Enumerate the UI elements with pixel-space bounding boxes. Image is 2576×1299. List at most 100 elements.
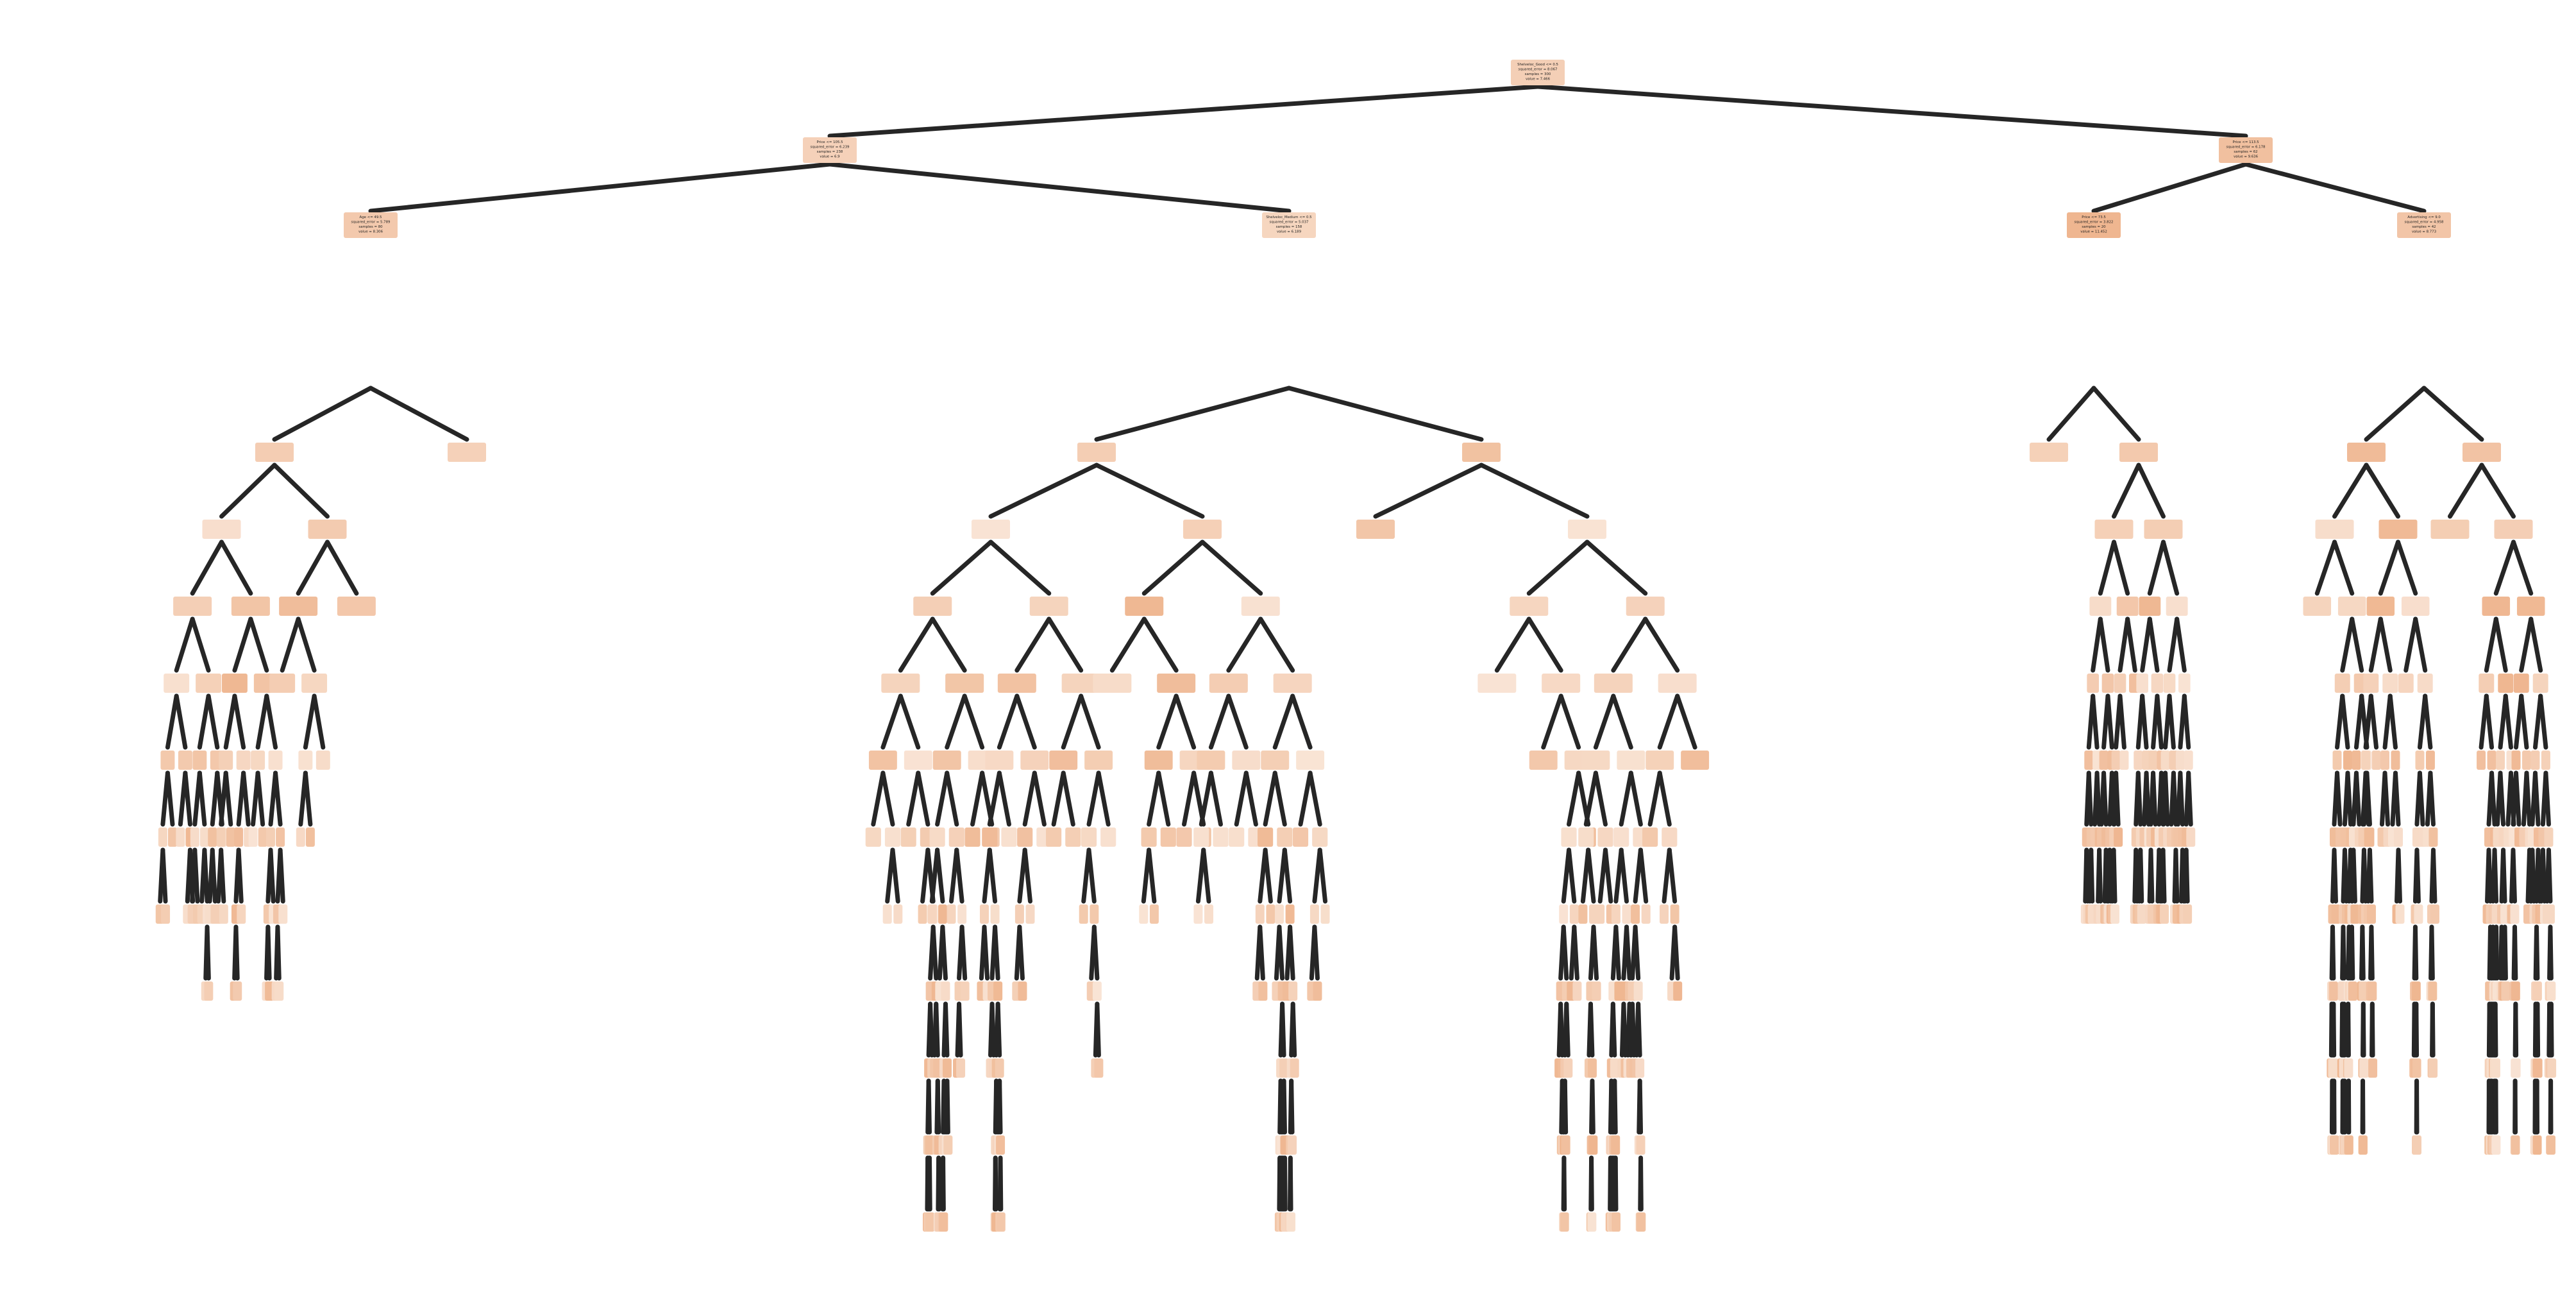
tree-node — [2380, 751, 2390, 770]
tree-node — [2366, 597, 2395, 616]
tree-edge — [1094, 386, 1292, 442]
tree-node — [893, 904, 903, 924]
tree-edge — [1174, 693, 1197, 750]
tree-node-root-line-0: Shelveloc_Good <= 0.5 — [1517, 63, 1558, 67]
tree-node — [2511, 981, 2520, 1001]
tree-node — [1611, 904, 1621, 924]
tree-edge — [1086, 770, 1101, 827]
tree-edge — [219, 539, 253, 596]
tree-edge — [1022, 847, 1032, 904]
tree-node-R-line-3: value = 9.636 — [2234, 155, 2259, 159]
tree-node — [2359, 981, 2368, 1001]
tree-node — [2166, 597, 2188, 616]
tree-node — [1018, 981, 1027, 1001]
tree-edge — [2414, 847, 2421, 904]
tree-node — [2350, 904, 2360, 924]
tree-node — [1084, 751, 1113, 770]
tree-edge — [312, 693, 326, 750]
tree-edge — [1091, 924, 1100, 981]
tree-node — [258, 828, 267, 847]
tree-edge — [1208, 770, 1223, 827]
tree-node — [2089, 597, 2112, 616]
tree-edge — [2512, 924, 2518, 981]
tree-edge — [1541, 693, 1563, 750]
tree-edge — [174, 693, 188, 750]
tree-node — [265, 981, 274, 1001]
tree-node — [2137, 904, 2146, 924]
tree-node — [1094, 1058, 1104, 1078]
tree-node — [1232, 751, 1261, 770]
tree-edge — [2243, 162, 2427, 214]
tree-edge — [2529, 616, 2543, 673]
tree-node — [255, 443, 294, 462]
tree-node — [308, 520, 347, 539]
tree-edge — [2364, 463, 2400, 519]
tree-edge — [898, 616, 935, 673]
tree-edge — [957, 1001, 963, 1058]
tree-node — [2116, 597, 2139, 616]
tree-edge — [2171, 770, 2178, 827]
tree-node — [278, 904, 288, 924]
tree-edge — [1636, 1001, 1642, 1058]
tree-node — [2411, 981, 2421, 1001]
tree-edge — [2167, 693, 2176, 750]
tree-edge — [1526, 616, 1563, 673]
tree-edge — [2503, 693, 2513, 750]
tree-edge — [2140, 616, 2152, 673]
tree-edge — [1667, 847, 1678, 904]
tree-node — [2368, 981, 2377, 1001]
tree-node — [2303, 597, 2332, 616]
tree-edge — [2089, 847, 2095, 904]
tree-edge — [827, 162, 1292, 214]
tree-node — [1613, 828, 1629, 847]
tree-node — [1610, 1058, 1619, 1078]
tree-edge — [1109, 616, 1147, 673]
tree-node — [1597, 828, 1613, 847]
tree-node-R — [2219, 137, 2273, 163]
tree-edge — [2519, 616, 2534, 673]
tree-edge — [2511, 847, 2517, 904]
tree-node — [2477, 751, 2486, 770]
tree-node — [1296, 751, 1325, 770]
tree-node-LL-line-1: squared_error = 5.789 — [351, 221, 391, 225]
tree-edge — [2167, 616, 2180, 673]
tree-node — [1176, 828, 1192, 847]
tree-node — [2087, 674, 2099, 693]
tree-node — [274, 981, 284, 1001]
tree-edge — [1277, 924, 1285, 981]
tree-edge — [1558, 693, 1581, 750]
tree-edge — [272, 386, 373, 442]
tree-node-LL — [344, 212, 398, 238]
tree-edge — [2345, 770, 2353, 827]
tree-node — [2516, 597, 2545, 616]
tree-edge — [2175, 616, 2187, 673]
tree-node — [2175, 751, 2185, 770]
tree-edge — [2501, 847, 2507, 904]
tree-node-L-line-0: Price <= 105.5 — [816, 140, 843, 144]
tree-node — [1622, 904, 1631, 924]
tree-node — [1049, 751, 1078, 770]
tree-edge — [1258, 924, 1265, 981]
tree-node — [2511, 1058, 2521, 1078]
tree-edge — [1567, 770, 1581, 827]
tree-node — [1275, 904, 1284, 924]
tree-edge — [255, 770, 265, 827]
tree-node — [2398, 674, 2414, 693]
tree-node — [221, 674, 248, 693]
tree-node — [900, 828, 916, 847]
tree-edge — [2350, 616, 2364, 673]
tree-edge — [1156, 693, 1179, 750]
tree-node — [2334, 674, 2350, 693]
tree-node-L — [803, 137, 857, 163]
tree-edge — [2332, 539, 2355, 596]
tree-edge — [959, 924, 968, 981]
tree-node-LR-line-1: squared_error = 5.037 — [1270, 221, 1309, 225]
tree-edge — [2186, 770, 2193, 827]
tree-node — [276, 828, 285, 847]
tree-edge — [296, 539, 330, 596]
tree-edge — [2112, 539, 2130, 596]
tree-node — [1077, 443, 1116, 462]
tree-edge — [2163, 770, 2170, 827]
tree-edge — [1147, 847, 1157, 904]
tree-edge — [248, 616, 269, 673]
